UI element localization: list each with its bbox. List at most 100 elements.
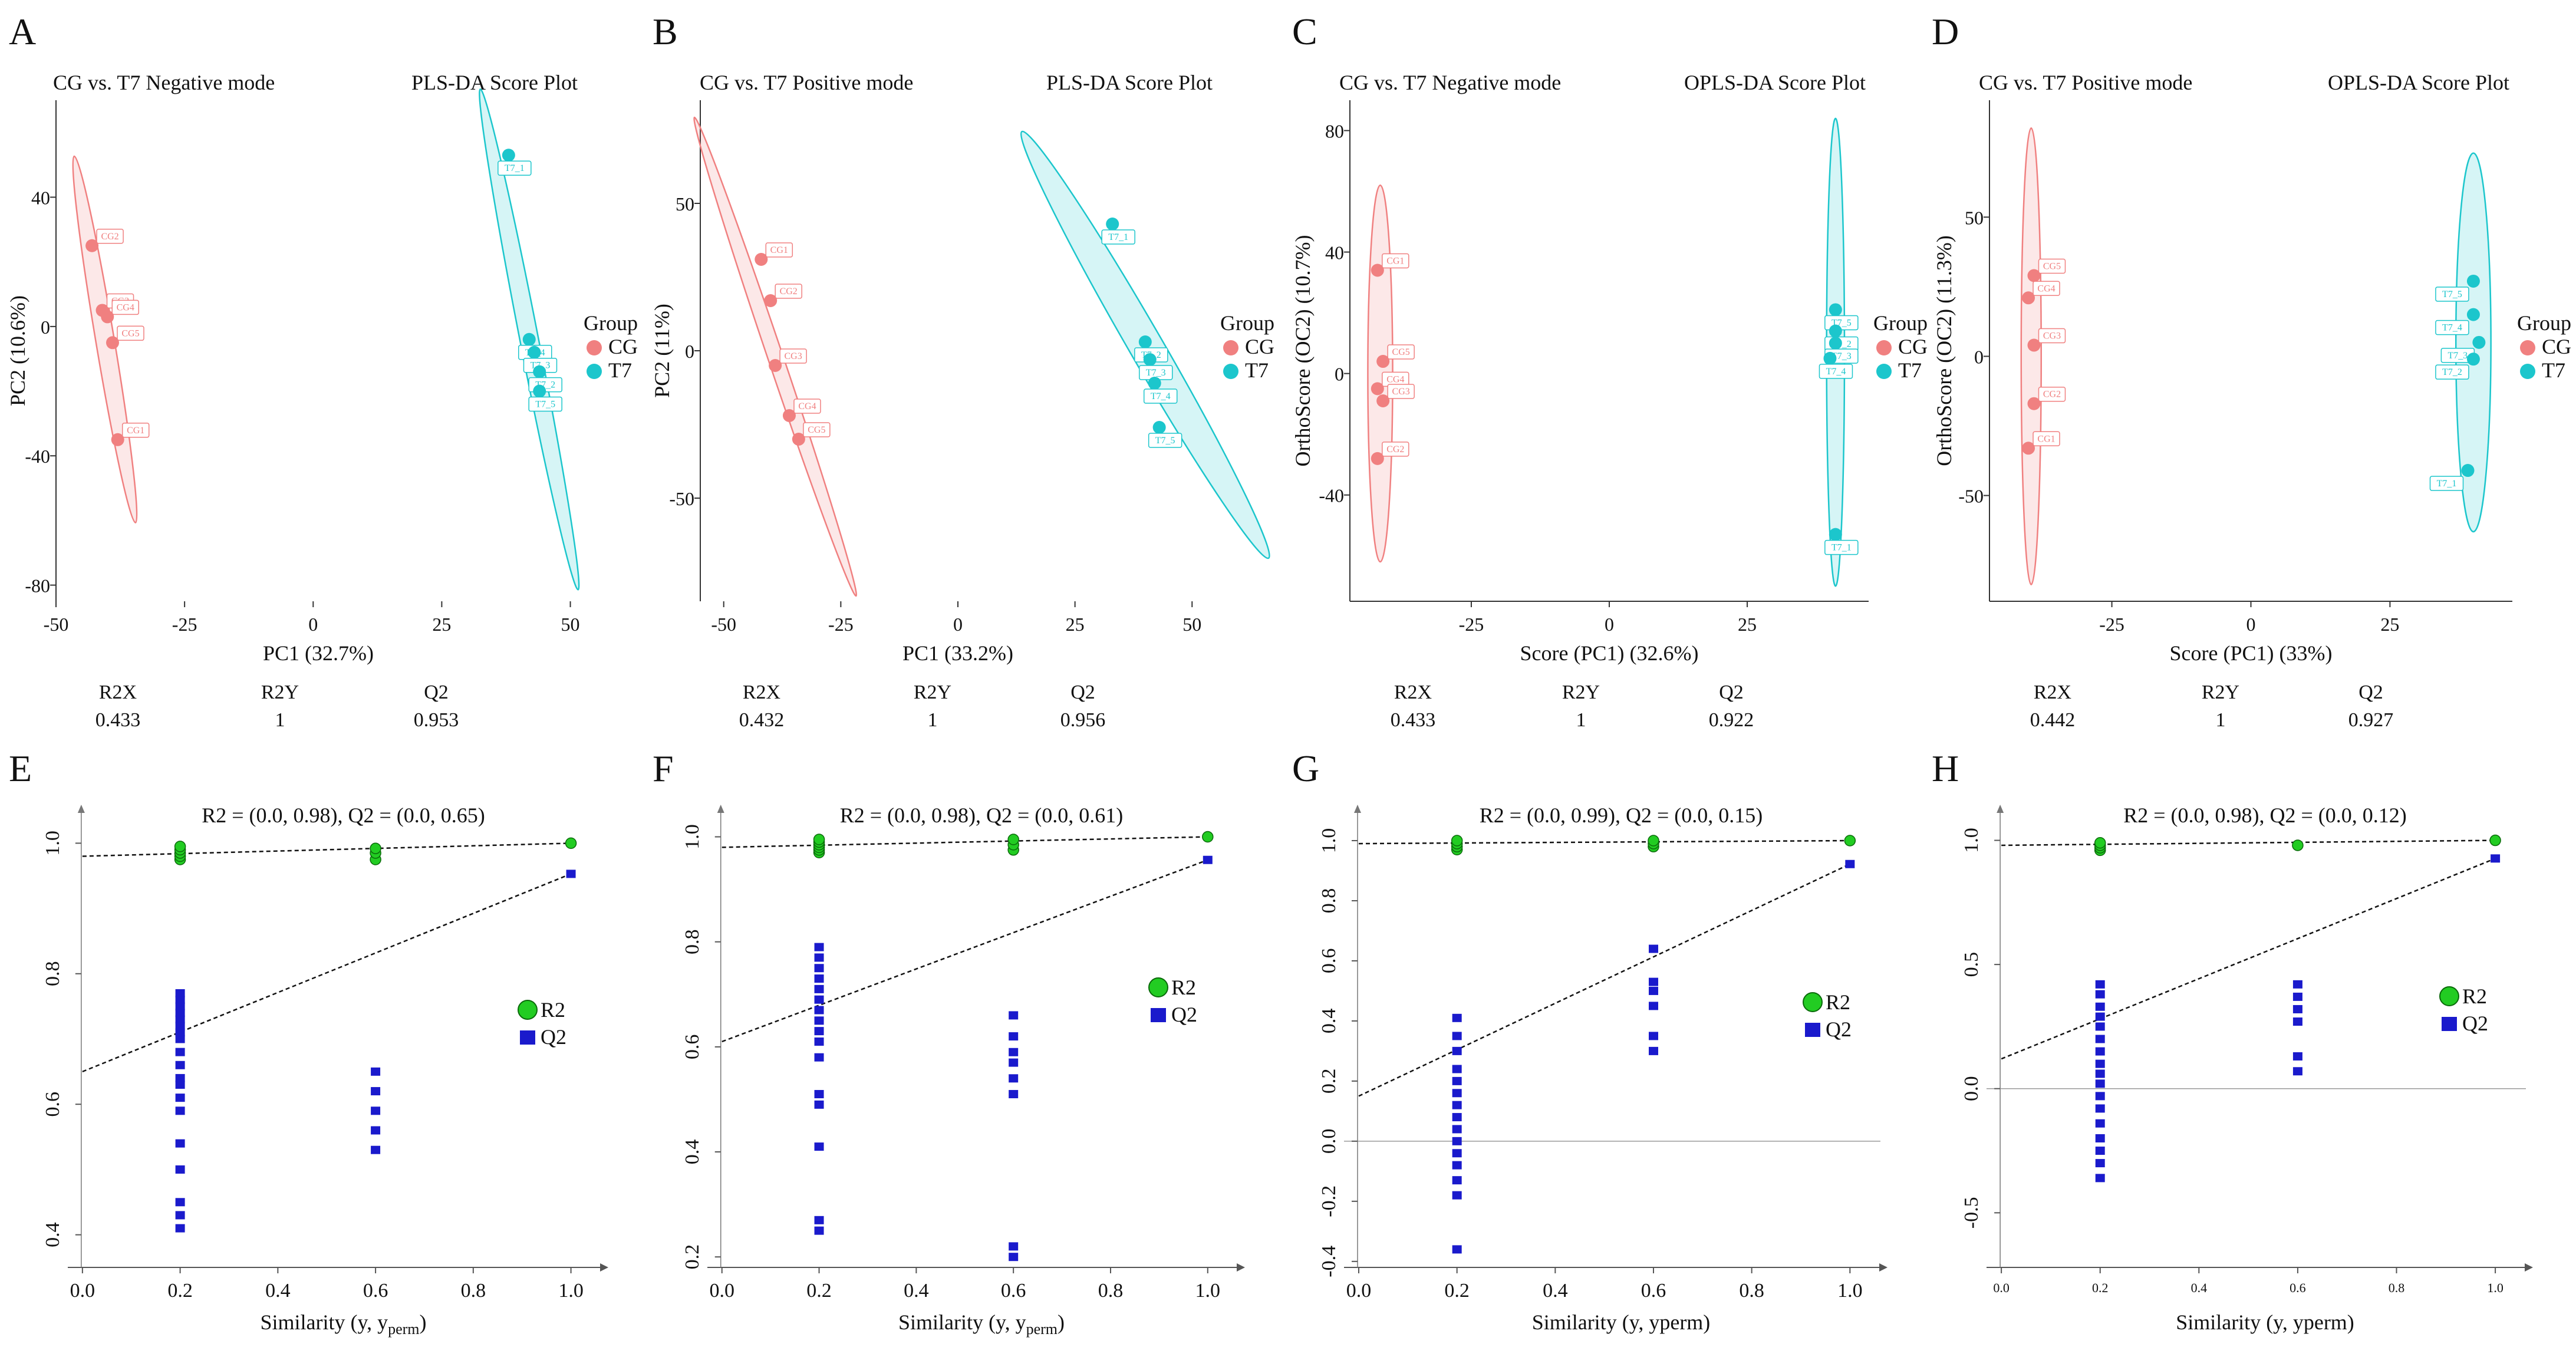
sample-label-t7-4: T7_4 <box>1819 364 1853 379</box>
stat-label-r2x: R2X <box>99 681 137 703</box>
x-tick-label: 0.8 <box>1739 1280 1764 1302</box>
q2-point <box>175 1009 185 1017</box>
q2-point <box>2095 1069 2105 1078</box>
q2-point <box>1452 1245 1462 1254</box>
q2-point <box>1009 1253 1019 1262</box>
panel-letter: C <box>1292 11 1317 52</box>
sample-label-text: T7_4 <box>1151 391 1171 401</box>
sample-point-t7-5 <box>1152 421 1166 434</box>
sample-point-t7-5 <box>2466 274 2480 288</box>
panel-letter: B <box>653 11 678 52</box>
sample-label-box <box>2429 476 2464 491</box>
q2-point <box>175 1081 185 1089</box>
q2-point <box>814 1226 824 1235</box>
legend-label-t7: T7 <box>2542 358 2565 382</box>
q2-point <box>1845 859 1855 868</box>
q2-point <box>1452 1076 1462 1085</box>
x-tick-label: 25 <box>1738 614 1757 635</box>
x-tick-label: 0.0 <box>1993 1280 2010 1295</box>
permutation-plot-e: E R2 = (0.0, 0.98), Q2 = (0.0, 0.65) 0.0 0.… <box>9 747 608 1338</box>
sample-label-text: T7_4 <box>1826 367 1846 377</box>
x-tick-label: 0 <box>953 614 963 635</box>
q2-point <box>814 1037 824 1046</box>
r2-point <box>1648 835 1659 847</box>
sample-label-box <box>121 423 150 438</box>
y-tick-label: 40 <box>31 187 50 209</box>
y-tick-label: 0 <box>1335 364 1344 385</box>
stat-value-q2: 0.956 <box>1060 709 1106 731</box>
x-axis-label: Score (PC1) (33%) <box>2170 641 2333 665</box>
sample-label-cg1: CG1 <box>765 242 793 258</box>
sample-label-cg1: CG1 <box>121 423 150 438</box>
q2-point <box>175 1061 185 1069</box>
x-tick-label: 0.4 <box>265 1280 291 1302</box>
stat-value-r2x: 0.442 <box>2030 709 2076 731</box>
panel-letter: D <box>1932 11 1959 52</box>
q2-point <box>2292 1067 2302 1076</box>
q2-point <box>1649 986 1658 995</box>
sample-point-cg5 <box>106 336 119 350</box>
y-tick-label: 0.6 <box>681 1035 703 1060</box>
x-tick-label: 50 <box>561 614 580 635</box>
legend-label-r2: R2 <box>1171 976 1196 999</box>
y-axis-arrow <box>717 805 724 813</box>
sample-point-t7-4 <box>1148 377 1161 390</box>
sample-label-text: CG4 <box>117 302 134 312</box>
r2-point <box>565 837 577 849</box>
y-tick-label: 40 <box>1325 242 1344 264</box>
x-tick-label: 0.8 <box>461 1280 486 1302</box>
sample-label-text: CG1 <box>1386 256 1404 266</box>
legend-title: Group <box>2517 311 2571 335</box>
sample-label-text: CG3 <box>1392 387 1410 397</box>
sample-label-box <box>2033 281 2060 297</box>
x-tick-label: 0.2 <box>2092 1280 2109 1295</box>
q2-point <box>1649 1046 1658 1055</box>
x-axis-label: Similarity (y, yperm) <box>1532 1310 1711 1334</box>
q2-point <box>175 1022 185 1030</box>
sample-label-cg3: CG3 <box>2038 328 2066 344</box>
y-tick-label: 1.0 <box>1318 828 1340 854</box>
plot-title: R2 = (0.0, 0.98), Q2 = (0.0, 0.61) <box>840 803 1124 827</box>
q2-point <box>2095 1002 2105 1011</box>
y-tick-label: -50 <box>1958 486 1984 507</box>
q2-point <box>2095 1035 2105 1043</box>
plot-subtitle: CG vs. T7 Positive mode <box>700 71 913 94</box>
q2-point <box>814 943 824 951</box>
stat-value-r2x: 0.433 <box>1391 709 1436 731</box>
sample-point-cg3 <box>769 359 782 372</box>
y-tick-label: 0.4 <box>1318 1009 1340 1034</box>
model-stats: R2X 0.433 R2Y 1 Q2 0.922 <box>1391 681 1754 731</box>
sample-label-cg4: CG4 <box>2033 281 2060 297</box>
model-stats: R2X 0.433 R2Y 1 Q2 0.953 <box>95 681 459 731</box>
q2-regression-line <box>2001 858 2496 1060</box>
sample-label-t7-1: T7_1 <box>1824 539 1859 555</box>
sample-label-box <box>779 348 807 364</box>
stat-value-r2x: 0.432 <box>739 709 785 731</box>
sample-label-box <box>1143 388 1178 404</box>
y-tick-label: 0.8 <box>1318 888 1340 914</box>
q2-point <box>2095 1104 2105 1113</box>
q2-point <box>175 1139 185 1148</box>
q2-point <box>566 870 576 878</box>
q2-point <box>1452 1113 1462 1122</box>
x-tick-label: 25 <box>1066 614 1085 635</box>
y-tick-label: 0.6 <box>1318 949 1340 974</box>
q2-point <box>1452 1013 1462 1022</box>
x-axis-label: Similarity (y, yperm) <box>2176 1310 2354 1334</box>
q2-point <box>1452 1101 1462 1109</box>
q2-point <box>175 1211 185 1220</box>
panel-letter: E <box>9 747 32 789</box>
legend-label-q2: Q2 <box>2462 1012 2488 1035</box>
score-plot-c: C CG vs. T7 Negative mode OPLS-DA Score Pl… <box>1291 11 1928 731</box>
sample-label-text: T7_1 <box>505 163 525 173</box>
y-tick-label: -0.2 <box>1318 1185 1340 1217</box>
y-tick-label: 0 <box>41 317 50 338</box>
sample-label-text: CG5 <box>808 425 825 435</box>
q2-point <box>1452 1191 1462 1200</box>
stat-label-r2x: R2X <box>2034 681 2071 703</box>
q2-point <box>175 989 185 997</box>
